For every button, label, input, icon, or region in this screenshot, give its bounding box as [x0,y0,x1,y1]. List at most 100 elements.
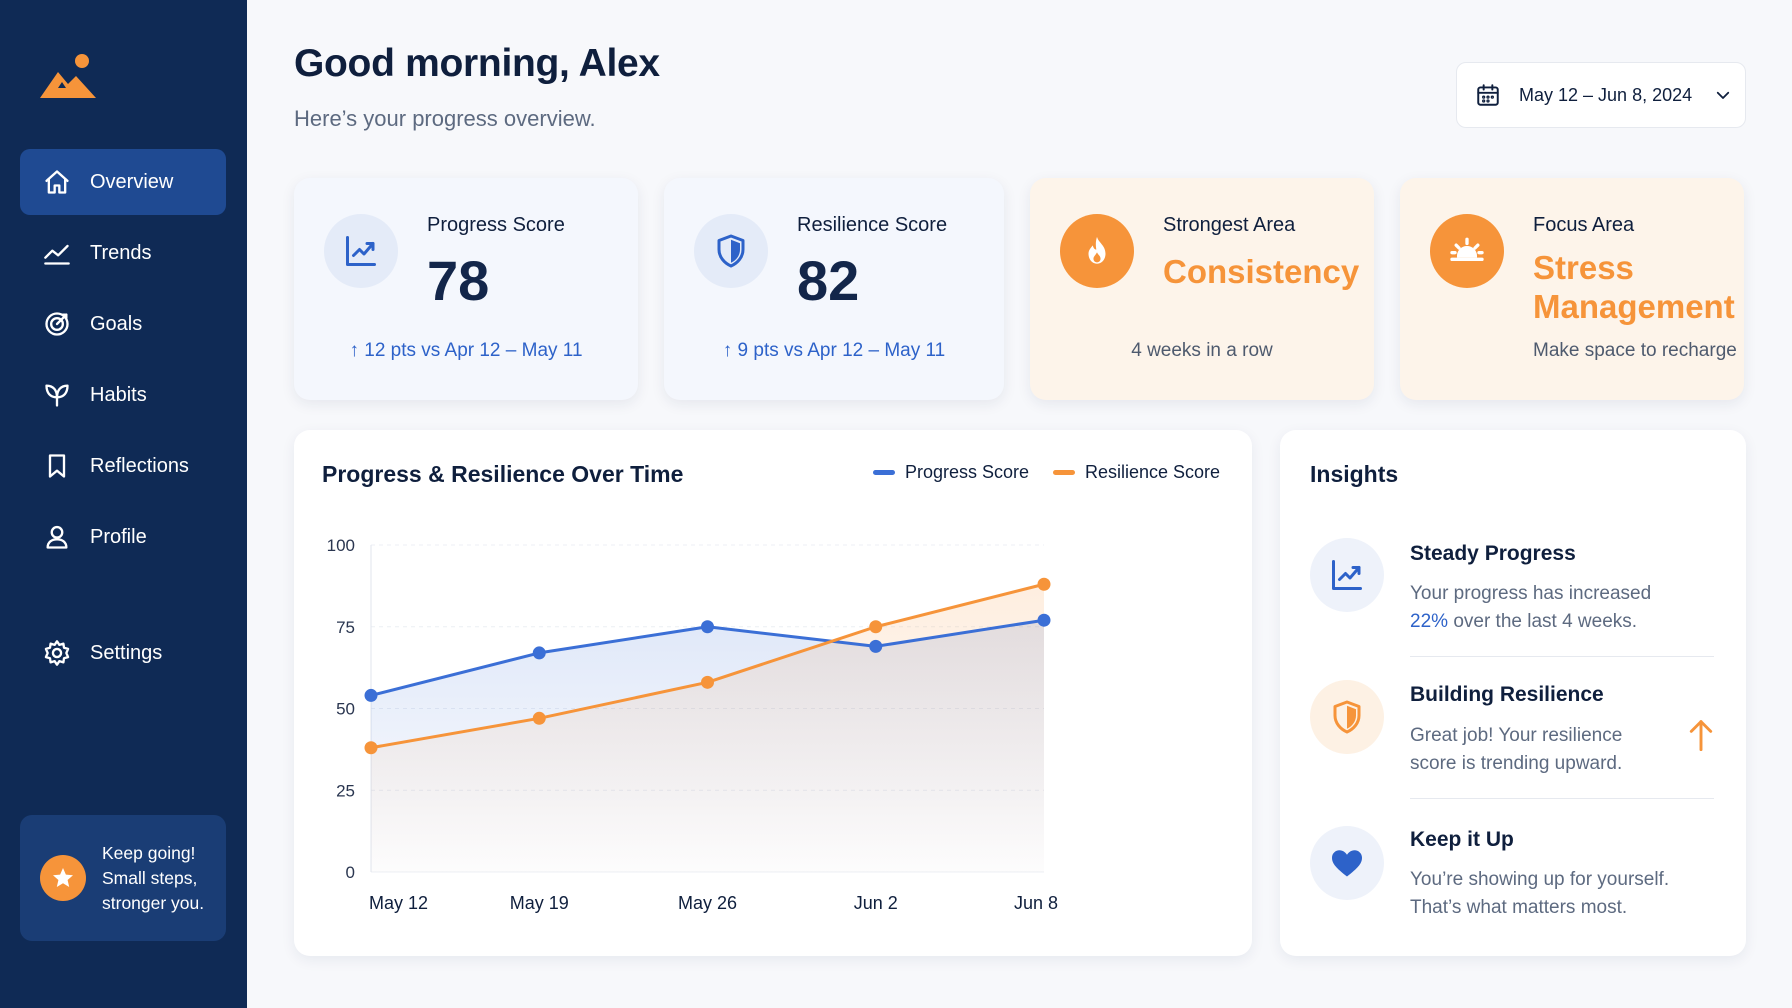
card-label: Progress Score [427,214,565,236]
sidebar-item-label: Goals [90,312,143,335]
insight-text: Your progress has increased [1410,583,1652,604]
sunrise-icon [1430,214,1504,288]
y-tick-label: 0 [346,863,355,882]
legend-progress[interactable]: Progress Score [873,462,1029,483]
strongest-area-value: Consistency [1163,253,1360,290]
home-icon [42,167,72,197]
insight-text: You’re showing up for yourself. [1410,869,1670,890]
line-chart: 0 25 50 75 100 May 12 May 19 May 26 Jun 2 Jun 8 [327,536,1058,913]
bookmark-icon [42,451,72,481]
sidebar-item-reflections[interactable]: Reflections [20,433,226,499]
trend-line-icon [42,238,72,268]
flame-icon [1060,214,1134,288]
resilience-score-value: 82 [797,249,860,312]
focus-area-foot: Make space to recharge [1533,340,1737,361]
legend-swatch-resilience [1053,470,1075,475]
x-tick-label: Jun 8 [1014,893,1058,913]
leaf-icon [42,380,72,410]
trend-chart-icon [1310,538,1384,612]
progress-score-card[interactable]: Progress Score 78 ↑ 12 pts vs Apr 12 – M… [294,178,638,400]
encourage-line-3: stronger you. [102,892,205,913]
sidebar-item-goals[interactable]: Goals [20,291,226,357]
chart-title: Progress & Resilience Over Time [322,461,684,487]
sidebar-item-label: Settings [90,641,163,664]
x-tick-label: Jun 2 [854,893,898,913]
insight-text: over the last 4 weeks. [1453,611,1638,632]
y-tick-label: 50 [336,700,355,719]
card-label: Resilience Score [797,214,948,236]
x-tick-label: May 26 [678,893,737,913]
page-subtitle: Here’s your progress overview. [294,106,596,131]
progress-delta-text: 12 pts vs Apr 12 – May 11 [364,340,583,361]
data-point-resilience[interactable] [701,675,714,689]
focus-area-value-line-1: Stress [1533,249,1634,286]
focus-area-card[interactable]: Focus Area Stress Management Make space … [1400,178,1744,400]
sidebar-item-habits[interactable]: Habits [20,362,226,428]
shield-icon [694,214,768,288]
data-point-resilience[interactable] [532,711,546,725]
encourage-line-1: Keep going! [102,842,196,863]
arrow-up-icon: ↑ [722,340,733,361]
card-label: Focus Area [1533,214,1635,236]
card-label: Strongest Area [1163,214,1296,236]
insight-text: score is trending upward. [1410,753,1623,774]
sidebar-item-profile[interactable]: Profile [20,504,226,570]
series-area-resilience [371,584,1044,872]
data-point-resilience[interactable] [364,741,378,755]
sidebar-item-overview[interactable]: Overview [20,149,226,215]
page-title: Good morning, Alex [294,42,660,85]
resilience-score-card[interactable]: Resilience Score 82 ↑ 9 pts vs Apr 12 – … [664,178,1004,400]
insight-text: That’s what matters most. [1410,897,1628,918]
insights-title: Insights [1310,461,1399,487]
strongest-area-card[interactable]: Strongest Area Consistency 4 weeks in a … [1030,178,1374,400]
data-point-progress[interactable] [869,639,883,653]
star-icon [40,855,86,901]
sidebar: Overview Trends Goals Habits Reflections… [0,0,247,1008]
heart-icon [1310,826,1384,900]
legend-swatch-progress [873,470,895,475]
divider [1410,656,1714,657]
calendar-icon [1477,84,1499,106]
divider [1410,798,1714,799]
strongest-area-foot: 4 weeks in a row [1131,340,1273,361]
x-tick-label: May 19 [510,893,569,913]
data-point-resilience[interactable] [1037,577,1051,591]
sidebar-item-label: Reflections [90,454,189,477]
data-point-progress[interactable] [701,620,714,634]
sidebar-item-trends[interactable]: Trends [20,220,226,286]
data-point-progress[interactable] [1037,613,1051,627]
legend-resilience[interactable]: Resilience Score [1053,462,1220,483]
chevron-down-icon [1716,91,1730,99]
insight-text: Great job! Your resilience [1410,725,1623,746]
encourage-line-2: Small steps, [102,867,198,888]
data-point-progress[interactable] [532,646,546,660]
insight-body-keep-it-up: You’re showing up for yourself. That’s w… [1410,866,1710,922]
arrow-up-icon [1686,718,1716,757]
progress-delta: ↑ 12 pts vs Apr 12 – May 11 [294,340,638,362]
insight-highlight: 22% [1410,611,1449,632]
sidebar-item-label: Trends [90,241,152,264]
insight-body-steady-progress: Your progress has increased 22% over the… [1410,580,1710,636]
encouragement-card: Keep going! Small steps, stronger you. [20,815,226,941]
mountain-sun-icon[interactable] [38,52,98,102]
trend-chart-icon [324,214,398,288]
data-point-progress[interactable] [364,688,378,702]
sidebar-item-settings[interactable]: Settings [20,620,226,686]
sidebar-item-label: Habits [90,383,147,406]
data-point-resilience[interactable] [869,620,883,634]
resilience-delta-text: 9 pts vs Apr 12 – May 11 [737,340,946,361]
target-icon [42,309,72,339]
y-tick-label: 25 [336,781,355,800]
insight-title-steady-progress: Steady Progress [1410,542,1576,565]
date-range-picker[interactable]: May 12 – Jun 8, 2024 [1456,62,1746,128]
user-icon [42,522,72,552]
insight-title-keep-it-up: Keep it Up [1410,828,1514,851]
legend-label: Progress Score [905,462,1030,482]
arrow-up-icon: ↑ [349,340,359,361]
sidebar-item-label: Overview [90,170,174,193]
insight-title-building-resilience: Building Resilience [1410,683,1604,706]
date-range-value: May 12 – Jun 8, 2024 [1519,84,1693,105]
insight-body-building-resilience: Great job! Your resilience score is tren… [1410,722,1710,778]
sidebar-item-label: Profile [90,525,147,548]
shield-icon [1310,680,1384,754]
